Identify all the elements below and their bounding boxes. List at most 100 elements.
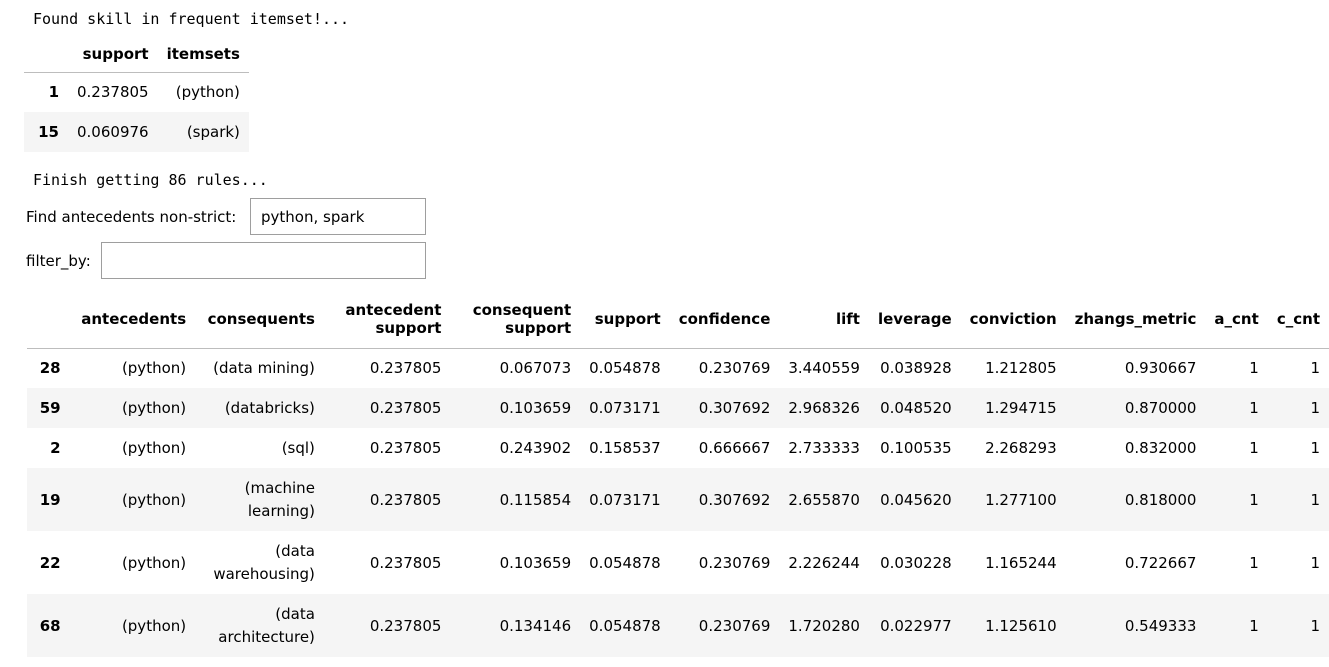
- c-cnt-cell: 1: [1310, 553, 1320, 572]
- zhangs-metric-cell: 0.870000: [1124, 399, 1197, 417]
- itemsets-cell: (python): [175, 83, 240, 102]
- c-cnt-cell: 1: [1310, 399, 1320, 417]
- consequents-cell: (data architecture): [218, 604, 315, 646]
- zhangs-metric-header: zhangs_metric: [1074, 309, 1197, 328]
- leverage-cell: 0.022977: [880, 616, 952, 635]
- frequent-itemsets-table: support itemsets 1 0.237805 (python) 15 …: [24, 36, 249, 152]
- conviction-cell: 1.165244: [985, 553, 1057, 572]
- consequent-support-cell: 0.103659: [499, 553, 572, 572]
- conviction-header: conviction: [969, 309, 1057, 328]
- support-header: support: [82, 44, 149, 63]
- lift-cell: 1.720280: [788, 616, 860, 635]
- table-header-row: support itemsets: [24, 36, 249, 72]
- antecedents-input[interactable]: [250, 198, 426, 235]
- row-index: 28: [39, 359, 61, 378]
- filter-by-widget: filter_by:: [26, 242, 426, 279]
- consequent-support-cell: 0.243902: [499, 439, 572, 457]
- row-index: 68: [39, 616, 61, 635]
- conviction-cell: 1.212805: [985, 359, 1057, 378]
- antecedents-header: antecedents: [81, 309, 187, 328]
- leverage-cell: 0.048520: [880, 399, 952, 417]
- consequents-cell: (data warehousing): [213, 541, 315, 583]
- row-index: 22: [39, 553, 61, 572]
- conviction-cell: 2.268293: [985, 439, 1057, 457]
- a-cnt-cell: 1: [1249, 490, 1259, 509]
- a-cnt-cell: 1: [1249, 553, 1259, 572]
- confidence-cell: 0.230769: [698, 553, 771, 572]
- lift-header: lift: [835, 309, 860, 328]
- c-cnt-cell: 1: [1310, 490, 1320, 509]
- antecedent-support-cell: 0.237805: [369, 616, 442, 635]
- c-cnt-cell: 1: [1310, 616, 1320, 635]
- leverage-header: leverage: [877, 309, 952, 328]
- lift-cell: 3.440559: [788, 359, 860, 378]
- row-index: 1: [48, 83, 59, 102]
- zhangs-metric-cell: 0.832000: [1124, 439, 1197, 457]
- antecedent-support-cell: 0.237805: [369, 399, 442, 417]
- support-cell: 0.073171: [589, 490, 661, 509]
- c-cnt-header: c_cnt: [1276, 309, 1320, 328]
- leverage-cell: 0.038928: [880, 359, 952, 378]
- confidence-cell: 0.230769: [698, 359, 771, 378]
- leverage-cell: 0.045620: [880, 490, 952, 509]
- leverage-cell: 0.100535: [880, 439, 952, 457]
- consequent-support-cell: 0.134146: [499, 616, 572, 635]
- zhangs-metric-cell: 0.549333: [1124, 616, 1197, 635]
- conviction-cell: 1.277100: [985, 490, 1057, 509]
- table-row: 19 (python) (machine learning) 0.237805 …: [27, 468, 1329, 531]
- association-rules-table: antecedents consequents antecedent suppo…: [27, 290, 1329, 657]
- index-header: [24, 36, 68, 72]
- conviction-cell: 1.294715: [985, 399, 1057, 417]
- a-cnt-cell: 1: [1249, 439, 1259, 457]
- a-cnt-cell: 1: [1249, 359, 1259, 378]
- confidence-header: confidence: [678, 309, 771, 328]
- support-cell: 0.158537: [589, 439, 661, 457]
- a-cnt-header: a_cnt: [1214, 309, 1259, 328]
- table-row: 1 0.237805 (python): [24, 72, 249, 112]
- table-row: 22 (python) (data warehousing) 0.237805 …: [27, 531, 1329, 594]
- table-header-row: antecedents consequents antecedent suppo…: [27, 290, 1329, 348]
- consequents-cell: (sql): [281, 438, 315, 457]
- support-cell: 0.054878: [589, 616, 661, 635]
- table-row: 59 (python) (databricks) 0.237805 0.1036…: [27, 388, 1329, 428]
- c-cnt-cell: 1: [1310, 359, 1320, 378]
- support-cell: 0.060976: [77, 123, 149, 141]
- zhangs-metric-cell: 0.930667: [1124, 359, 1197, 378]
- antecedents-widget: Find antecedents non-strict:: [26, 198, 426, 235]
- consequent-support-cell: 0.067073: [499, 359, 572, 378]
- lift-cell: 2.226244: [788, 553, 860, 572]
- itemsets-header: itemsets: [166, 44, 240, 63]
- support-cell: 0.237805: [77, 83, 149, 102]
- itemsets-cell: (spark): [186, 123, 240, 141]
- confidence-cell: 0.666667: [698, 439, 771, 457]
- antecedents-cell: (python): [121, 439, 187, 457]
- antecedents-cell: (python): [121, 553, 187, 572]
- leverage-cell: 0.030228: [880, 553, 952, 572]
- finish-rules-message: Finish getting 86 rules...: [33, 171, 268, 189]
- table-row: 2 (python) (sql) 0.237805 0.243902 0.158…: [27, 428, 1329, 468]
- filter-by-input[interactable]: [101, 242, 426, 279]
- found-skill-message: Found skill in frequent itemset!...: [33, 10, 350, 28]
- consequent-support-cell: 0.115854: [499, 490, 572, 509]
- table-row: 15 0.060976 (spark): [24, 112, 249, 152]
- antecedents-label: Find antecedents non-strict:: [26, 207, 237, 226]
- table-row: 28 (python) (data mining) 0.237805 0.067…: [27, 348, 1329, 388]
- row-index: 15: [38, 123, 59, 141]
- consequent-support-cell: 0.103659: [499, 399, 572, 417]
- zhangs-metric-cell: 0.722667: [1124, 553, 1197, 572]
- antecedent-support-header: antecedent support: [345, 300, 442, 337]
- a-cnt-cell: 1: [1249, 616, 1259, 635]
- confidence-cell: 0.307692: [698, 490, 771, 509]
- antecedent-support-cell: 0.237805: [369, 439, 442, 457]
- lift-cell: 2.655870: [788, 490, 860, 509]
- antecedents-cell: (python): [121, 616, 187, 635]
- consequents-header: consequents: [207, 309, 315, 328]
- row-index: 2: [50, 439, 61, 457]
- support-cell: 0.054878: [589, 553, 661, 572]
- support-header: support: [594, 309, 661, 328]
- consequents-cell: (data mining): [213, 358, 315, 377]
- antecedents-cell: (python): [121, 490, 187, 509]
- consequent-support-header: consequent support: [472, 300, 572, 337]
- filter-by-label: filter_by:: [26, 251, 91, 270]
- antecedent-support-cell: 0.237805: [369, 553, 442, 572]
